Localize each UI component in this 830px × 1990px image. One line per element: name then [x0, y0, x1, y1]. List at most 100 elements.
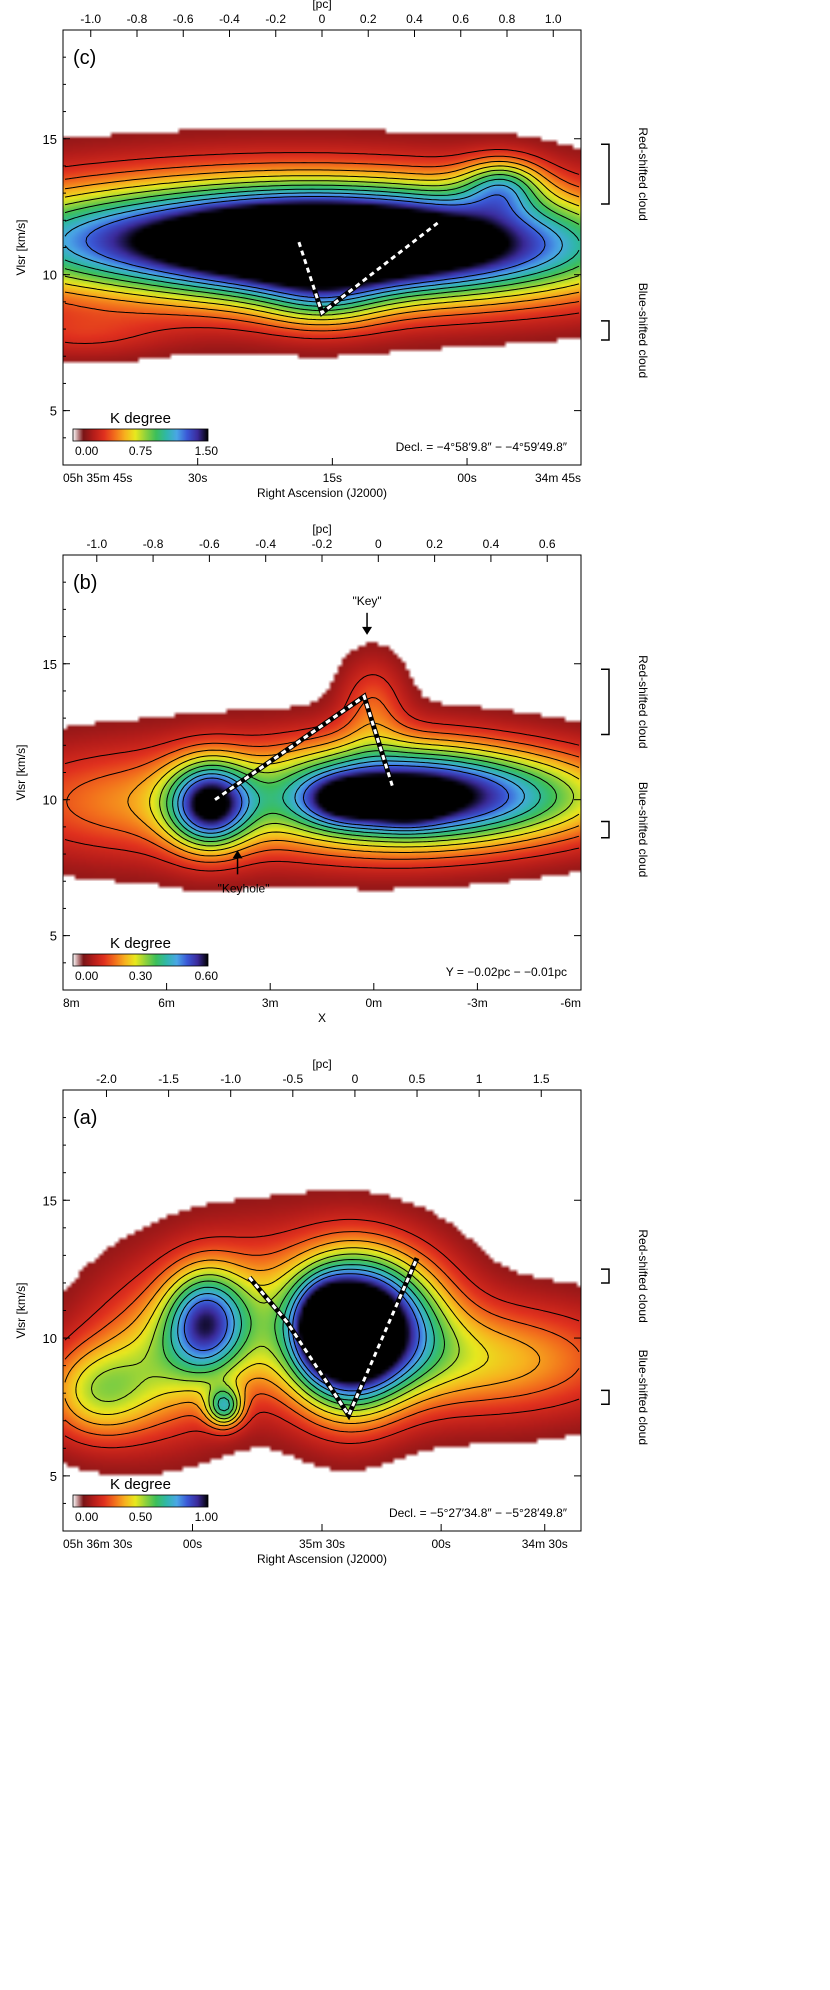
x-axis-label: X — [318, 1011, 326, 1025]
x-tick-label: 05h 36m 30s — [63, 1537, 132, 1551]
colorbar-tick-label: 0.00 — [75, 969, 99, 983]
contour-level — [64, 184, 563, 303]
x-tick-label: 00s — [431, 1537, 450, 1551]
contour-level — [64, 178, 580, 307]
slice-annotation: Decl. = −5°27′34.8″ − −5°28′49.8″ — [389, 1506, 568, 1520]
cloud-label: Blue-shifted cloud — [636, 283, 650, 378]
top-tick-label: 1.5 — [533, 1072, 550, 1086]
top-tick-label: -0.8 — [143, 537, 164, 551]
x-tick-label: 30s — [188, 471, 207, 485]
y-axis-label: Vlsr [km/s] — [14, 220, 28, 276]
callout-arrowhead — [362, 626, 373, 635]
top-tick-label: -0.2 — [312, 537, 333, 551]
intensity-map — [63, 30, 581, 465]
contour-level — [177, 760, 525, 834]
contour-level — [177, 1268, 427, 1396]
top-axis-label: [pc] — [312, 1057, 331, 1071]
top-tick-label: 0 — [375, 537, 382, 551]
top-tick-label: -0.4 — [255, 537, 276, 551]
colorbar-tick-label: 0.75 — [129, 444, 153, 458]
x-tick-label: 00s — [457, 471, 476, 485]
callout-arrowhead — [232, 850, 243, 859]
top-tick-label: -0.8 — [127, 12, 148, 26]
contour-level — [162, 1259, 445, 1416]
cloud-label: Red-shifted cloud — [636, 1229, 650, 1322]
contour-level — [172, 755, 541, 838]
contour-level — [64, 1218, 580, 1449]
top-tick-label: 0.8 — [499, 12, 516, 26]
contour-level — [64, 149, 580, 344]
colorbar — [72, 1494, 209, 1508]
colorbar-tick-label: 0.50 — [129, 1510, 153, 1524]
x-axis-label: Right Ascension (J2000) — [257, 1552, 387, 1566]
colorbar — [72, 953, 209, 967]
contour-level — [149, 735, 580, 852]
x-axis-label: Right Ascension (J2000) — [257, 486, 387, 500]
contour-level — [170, 1264, 435, 1412]
top-tick-label: -1.5 — [158, 1072, 179, 1086]
ridge-line — [248, 1257, 419, 1419]
contour-level — [91, 1253, 460, 1420]
intensity-map — [63, 555, 581, 990]
colorbar-tick-label: 1.50 — [195, 444, 219, 458]
cloud-bracket — [601, 320, 610, 341]
panel-label: (a) — [73, 1107, 97, 1129]
panel-label: (b) — [73, 572, 97, 594]
top-tick-label: 0.5 — [409, 1072, 426, 1086]
top-axis-label: [pc] — [312, 522, 331, 536]
x-tick-label: 8m — [63, 996, 80, 1010]
top-tick-label: -1.0 — [220, 1072, 241, 1086]
colorbar-label: K degree — [110, 410, 171, 427]
x-tick-label: 3m — [262, 996, 279, 1010]
x-tick-label: 05h 35m 45s — [63, 471, 132, 485]
contour-level — [183, 1273, 420, 1392]
y-tick-label: 10 — [43, 793, 57, 808]
top-tick-label: -2.0 — [96, 1072, 117, 1086]
intensity-map — [63, 1090, 581, 1531]
contour-level — [64, 174, 580, 312]
colorbar-tick-label: 0.60 — [195, 969, 219, 983]
colorbar — [72, 428, 209, 442]
cloud-bracket — [601, 668, 610, 736]
cloud-bracket — [601, 1268, 610, 1284]
x-tick-label: 00s — [183, 1537, 202, 1551]
contour-level — [85, 194, 546, 299]
contour-level — [64, 160, 580, 326]
cloud-label: Blue-shifted cloud — [636, 782, 650, 877]
contour-lines — [64, 149, 580, 344]
callout-label: "Keyhole" — [218, 881, 270, 895]
colorbar-tick-label: 0.00 — [75, 1510, 99, 1524]
top-tick-label: 0.2 — [360, 12, 377, 26]
top-tick-label: -0.4 — [219, 12, 240, 26]
top-tick-label: -0.6 — [199, 537, 220, 551]
top-tick-label: 0.6 — [452, 12, 469, 26]
y-axis-label: Vlsr [km/s] — [14, 1283, 28, 1339]
cloud-bracket — [601, 1389, 610, 1405]
cloud-label: Red-shifted cloud — [636, 127, 650, 220]
contour-level — [64, 155, 580, 332]
contour-level — [159, 743, 574, 847]
top-tick-label: -1.0 — [86, 537, 107, 551]
top-axis-label: [pc] — [312, 0, 331, 11]
y-tick-label: 15 — [43, 132, 57, 147]
top-tick-label: 0.4 — [483, 537, 500, 551]
panel-c: -1.0 -0.8 -0.6 -0.4 -0.2 0 0.2 0.4 0.6 0.8 1.0 [pc]… — [14, 0, 650, 500]
x-tick-label: -3m — [467, 996, 488, 1010]
panel-a: -2.0 -1.5 -1.0 -0.5 0 0.5 1 1.5 [pc] 5 10 15 Vlsr [k… — [14, 1057, 650, 1566]
x-tick-label: 34m 30s — [522, 1537, 568, 1551]
contour-level — [64, 165, 580, 321]
top-tick-label: 0.2 — [426, 537, 443, 551]
x-tick-label: 6m — [158, 996, 175, 1010]
top-tick-label: 0 — [319, 12, 326, 26]
contour-level — [182, 765, 509, 830]
colorbar-tick-label: 0.30 — [129, 969, 153, 983]
contour-level — [127, 722, 580, 857]
colorbar-label: K degree — [110, 1476, 171, 1493]
callout-label: "Key" — [352, 594, 381, 608]
colorbar-label: K degree — [110, 935, 171, 952]
contour-level — [64, 169, 580, 316]
contour-level — [64, 1231, 580, 1436]
top-tick-label: -0.2 — [265, 12, 286, 26]
panel-label: (c) — [73, 47, 96, 69]
